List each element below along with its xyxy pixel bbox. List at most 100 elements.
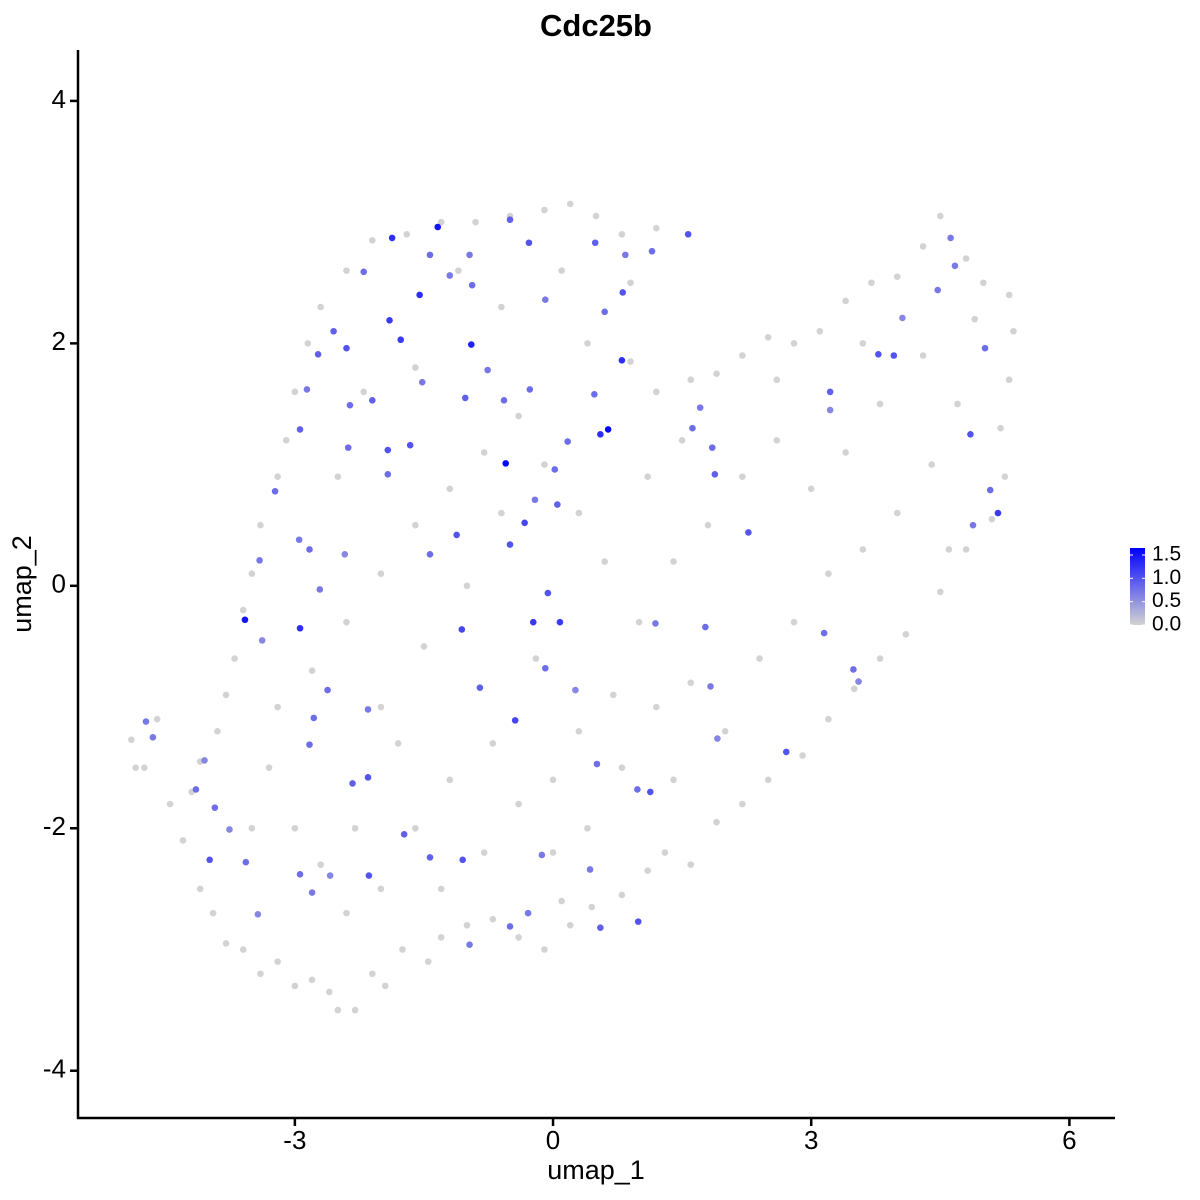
point	[971, 315, 979, 323]
point	[384, 470, 392, 478]
point	[601, 558, 608, 565]
point	[593, 760, 601, 768]
point	[351, 1006, 359, 1014]
point	[687, 861, 695, 868]
point	[386, 317, 393, 324]
point	[954, 400, 961, 408]
point	[618, 764, 626, 771]
point	[316, 586, 324, 593]
point	[876, 655, 884, 662]
point	[226, 826, 233, 833]
point	[149, 734, 157, 741]
point	[541, 946, 548, 953]
point	[799, 752, 806, 759]
point	[437, 885, 445, 893]
point	[988, 515, 996, 523]
point	[601, 308, 608, 316]
point	[381, 982, 389, 990]
point	[521, 519, 528, 527]
point	[192, 786, 200, 793]
colorbar	[1130, 548, 1145, 625]
point	[739, 352, 746, 359]
point	[296, 871, 304, 878]
y-tick-label: 0	[52, 569, 66, 599]
point	[526, 386, 534, 393]
colorbar-tick-label: 0.0	[1152, 613, 1181, 636]
point	[541, 461, 548, 468]
point	[416, 291, 423, 299]
point	[591, 390, 598, 398]
point	[446, 485, 454, 493]
x-tick-label: 0	[546, 1125, 560, 1155]
point	[480, 849, 488, 856]
point	[962, 546, 970, 553]
point	[619, 289, 627, 296]
point	[618, 891, 626, 899]
point	[937, 212, 944, 220]
point	[308, 667, 316, 674]
point	[343, 618, 350, 626]
point	[875, 350, 882, 358]
point	[166, 800, 174, 808]
colorbar-tick-label: 1.0	[1152, 566, 1181, 589]
y-tick-label: 2	[52, 326, 66, 356]
point	[588, 903, 596, 911]
point	[467, 341, 475, 348]
point	[670, 558, 677, 565]
point	[807, 485, 815, 493]
point	[257, 521, 264, 529]
point	[274, 473, 281, 481]
point	[128, 736, 135, 744]
point	[525, 239, 533, 247]
point	[480, 449, 488, 456]
point	[591, 239, 599, 247]
point	[437, 218, 445, 226]
point	[377, 885, 385, 893]
point	[426, 550, 434, 558]
point	[468, 281, 476, 289]
point	[466, 941, 473, 948]
point	[502, 460, 510, 467]
point	[344, 444, 352, 451]
point	[714, 735, 721, 742]
point	[572, 686, 579, 694]
point	[334, 473, 342, 481]
point	[418, 378, 426, 386]
point	[687, 376, 695, 384]
point	[825, 570, 832, 577]
point	[1005, 291, 1013, 299]
point	[739, 473, 746, 481]
x-axis-title: umap_1	[547, 1155, 645, 1185]
point	[317, 861, 324, 868]
point	[566, 921, 574, 929]
point	[324, 686, 331, 694]
point	[704, 521, 712, 529]
point	[317, 303, 324, 311]
point	[291, 388, 299, 396]
point	[463, 582, 471, 590]
point	[687, 679, 695, 687]
x-tick-label: 3	[804, 1125, 818, 1155]
x-tick-label: 6	[1062, 1125, 1076, 1155]
point	[274, 703, 281, 711]
point	[702, 623, 709, 631]
point	[773, 437, 781, 444]
point	[967, 430, 974, 438]
point	[618, 230, 626, 238]
colorbar-tick-label: 1.5	[1152, 543, 1181, 566]
point	[489, 915, 497, 923]
point	[399, 946, 406, 953]
point	[274, 958, 281, 965]
point	[400, 831, 408, 838]
point	[653, 388, 660, 396]
point	[306, 546, 313, 553]
point	[211, 804, 219, 811]
point	[842, 297, 849, 305]
point	[670, 776, 677, 784]
point	[782, 748, 790, 756]
point	[484, 366, 491, 374]
point	[538, 851, 546, 859]
point	[592, 212, 600, 220]
point	[222, 940, 230, 947]
point	[826, 388, 834, 396]
